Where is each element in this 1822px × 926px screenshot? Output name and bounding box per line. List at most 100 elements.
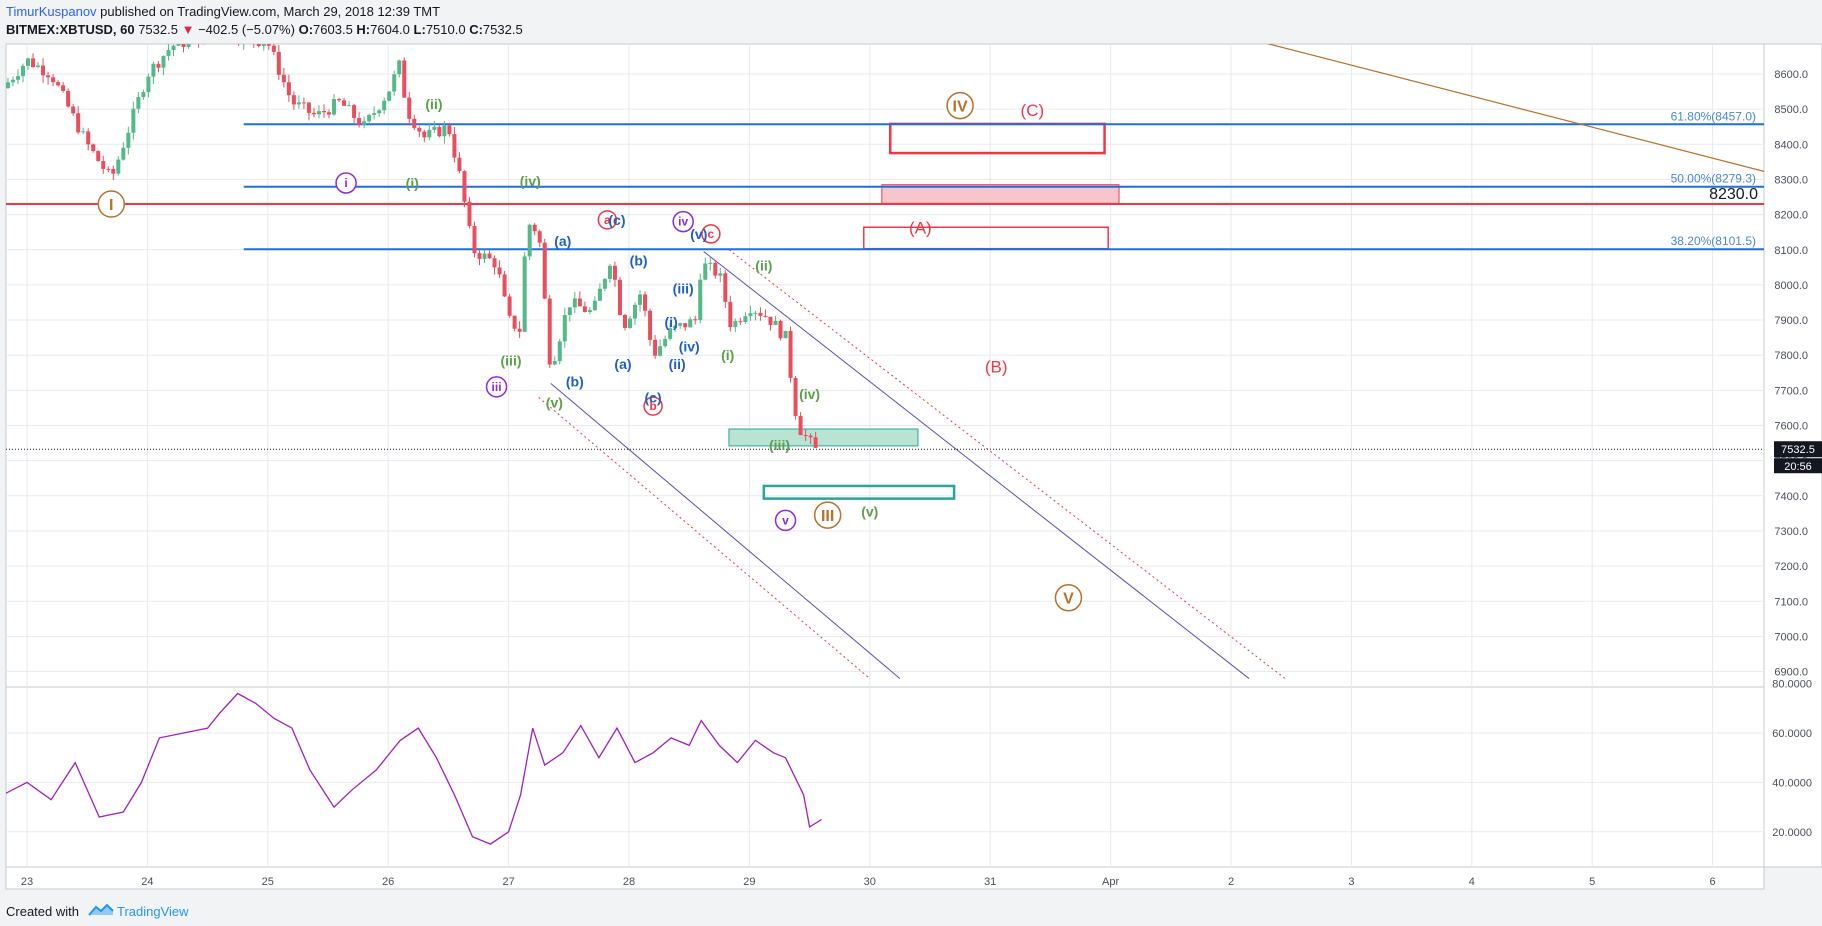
candle-body xyxy=(276,51,281,75)
rsi-tick-label: 40.0000 xyxy=(1772,777,1812,789)
open-value: 7603.5 xyxy=(313,22,353,37)
candle-body xyxy=(382,100,387,111)
wave-label: (iv) xyxy=(520,173,541,189)
wave-label: (i) xyxy=(406,175,419,191)
candle-body xyxy=(76,113,81,133)
candle-body xyxy=(106,168,111,170)
candle-body xyxy=(547,298,552,365)
candle-body xyxy=(643,294,648,311)
chart-canvas[interactable]: 61.80%(8457.0) 50.00%(8279.3) 38.20%(8101.… xyxy=(0,0,1822,896)
candle-body xyxy=(502,274,507,297)
candle-body xyxy=(803,435,808,437)
candle-body xyxy=(487,253,492,259)
published-text: published on TradingView.com, March 29, … xyxy=(96,4,441,19)
wave-label: (C) xyxy=(1021,101,1045,120)
candle-body xyxy=(176,44,181,46)
price-pane[interactable] xyxy=(5,43,1765,688)
candle-body xyxy=(136,97,141,109)
candle-body xyxy=(442,125,447,137)
candle-body xyxy=(357,117,362,126)
candle-body xyxy=(10,79,15,83)
candle-body xyxy=(668,328,673,339)
x-tick-label: Apr xyxy=(1102,876,1119,888)
candle-body xyxy=(567,307,572,316)
candle-body xyxy=(387,91,392,101)
wave-label: (c) xyxy=(645,389,662,405)
candle-body xyxy=(227,32,231,37)
candle-body xyxy=(452,134,457,158)
y-tick-label: 7900.0 xyxy=(1774,315,1808,327)
candle-body xyxy=(6,82,10,89)
candle-body xyxy=(743,316,748,322)
candle-body xyxy=(612,265,617,280)
candle-body xyxy=(412,118,417,128)
y-tick-label: 8500.0 xyxy=(1774,104,1808,116)
rsi-pane[interactable] xyxy=(5,686,1765,868)
y-tick-label: 7700.0 xyxy=(1774,385,1808,397)
x-tick-label: 24 xyxy=(141,876,153,888)
y-tick-label: 6900.0 xyxy=(1774,667,1808,679)
candle-body xyxy=(327,112,332,115)
candle-body xyxy=(622,314,627,328)
y-tick-label: 8300.0 xyxy=(1774,174,1808,186)
candle-body xyxy=(447,125,452,135)
candle-body xyxy=(271,45,276,52)
y-tick-label: 8100.0 xyxy=(1774,245,1808,257)
y-tick-label: 8600.0 xyxy=(1774,69,1808,81)
wave-label-circle xyxy=(1054,583,1083,612)
high-label: H: xyxy=(356,22,371,37)
candle-body xyxy=(202,32,206,43)
candle-body xyxy=(171,45,176,50)
time-axis[interactable] xyxy=(5,866,1765,890)
tradingview-logo-icon xyxy=(88,903,114,916)
rsi-series-line xyxy=(6,692,822,845)
candle-body xyxy=(46,75,51,78)
candle-body xyxy=(628,318,633,328)
tradingview-link[interactable]: TradingView xyxy=(117,904,189,919)
candle-body xyxy=(432,126,437,130)
wave-label-circled: b xyxy=(649,399,656,413)
candle-body xyxy=(527,224,532,257)
candle-body xyxy=(281,74,286,83)
candle-body xyxy=(397,60,402,75)
candle-body xyxy=(372,113,377,115)
current-price-tag xyxy=(1774,441,1822,458)
candle-body xyxy=(247,34,251,35)
candle-body xyxy=(788,330,793,378)
wave-label: (iv) xyxy=(679,338,700,354)
candle-body xyxy=(768,316,773,325)
fib-level-label: 38.20%(8101.5) xyxy=(1671,234,1756,248)
x-tick-label: 31 xyxy=(984,876,996,888)
candle-body xyxy=(111,168,116,174)
wave-label: (B) xyxy=(985,358,1008,377)
candle-body xyxy=(517,328,522,332)
candle-body xyxy=(648,310,653,340)
wave-label-circled: I xyxy=(109,197,113,214)
wave-label-circle xyxy=(335,172,357,194)
wave-label: (iii) xyxy=(673,280,694,296)
candle-body xyxy=(723,273,728,302)
fib-level-label: 50.00%(8279.3) xyxy=(1671,172,1756,186)
author-link[interactable]: TimurKuspanov xyxy=(6,4,97,19)
candle-body xyxy=(507,296,512,316)
y-tick-label: 8200.0 xyxy=(1774,210,1808,222)
candle-body xyxy=(482,253,487,259)
target-zone xyxy=(762,484,956,500)
channel-upper-line xyxy=(703,251,1250,679)
y-tick-label: 7300.0 xyxy=(1774,526,1808,538)
symbol-label: BITMEX:XBTUSD, 60 xyxy=(6,22,135,37)
candle-body xyxy=(377,110,382,114)
candle-body xyxy=(126,132,131,148)
close-label: C: xyxy=(469,22,483,37)
candle-body xyxy=(66,90,71,107)
candle-body xyxy=(748,313,753,317)
candle-body xyxy=(301,102,306,104)
candle-body xyxy=(512,315,517,329)
candle-body xyxy=(256,44,261,46)
x-tick-label: 4 xyxy=(1469,876,1475,888)
candle-body xyxy=(347,105,352,107)
candle-body xyxy=(417,127,422,132)
candle-body xyxy=(266,44,271,46)
candle-body xyxy=(437,126,442,137)
candle-body xyxy=(522,256,527,332)
